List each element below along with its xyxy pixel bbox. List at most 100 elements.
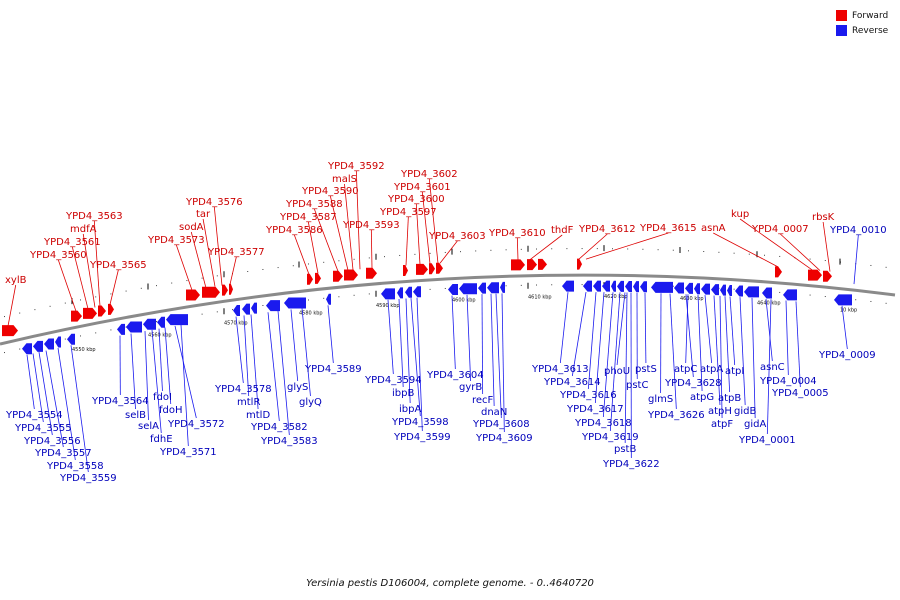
reverse-leader-line xyxy=(45,350,64,448)
scale-dot xyxy=(156,321,157,323)
reverse-leader-line xyxy=(180,324,189,447)
reverse-gene-label: glyQ xyxy=(299,397,322,408)
reverse-leader-line xyxy=(795,301,801,388)
scale-dot xyxy=(444,251,446,253)
forward-gene-arrow xyxy=(538,258,547,270)
forward-gene-arrow xyxy=(222,284,228,296)
forward-leader-line xyxy=(175,244,193,291)
reverse-gene-label: YPD4_3619 xyxy=(581,432,639,443)
scale-dot xyxy=(140,287,142,289)
scale-dot xyxy=(19,348,21,350)
reverse-leader-line xyxy=(38,352,53,436)
forward-gene-arrow xyxy=(429,263,435,275)
forward-gene-label: kup xyxy=(731,209,749,220)
reverse-leader-line xyxy=(277,310,290,436)
tick-label: 4630 kbp xyxy=(680,296,704,302)
scale-dot xyxy=(718,251,720,253)
scale-dot xyxy=(551,248,553,250)
reverse-gene-arrow xyxy=(674,282,684,294)
scale-dot xyxy=(885,302,887,304)
reverse-gene-label: YPD4_3617 xyxy=(566,404,624,415)
reverse-leader-line xyxy=(164,327,172,405)
scale-dot xyxy=(885,266,887,268)
reverse-gene-label: ibpB xyxy=(392,388,414,399)
reverse-leader-line xyxy=(853,234,859,285)
reverse-gene-label: YPD4_3578 xyxy=(214,384,272,395)
forward-gene-label: tar xyxy=(196,209,211,220)
reverse-gene-label: YPD4_3594 xyxy=(364,375,422,386)
forward-leader-line xyxy=(739,218,813,271)
forward-gene-arrow xyxy=(416,263,428,275)
forward-gene-label: YPD4_3597 xyxy=(379,207,437,218)
forward-gene-arrow xyxy=(83,307,97,319)
reverse-leader-line xyxy=(751,297,756,419)
forward-leader-line xyxy=(428,178,439,264)
scale-dot xyxy=(186,280,188,282)
forward-gene-label: YPD4_3603 xyxy=(428,231,486,242)
reverse-gene-label: YPD4_3628 xyxy=(664,378,722,389)
scale-dot xyxy=(627,248,629,250)
reverse-gene-arrow xyxy=(397,287,403,299)
forward-leader-line xyxy=(213,206,223,286)
reverse-leader-line xyxy=(70,345,89,473)
scale-dot xyxy=(414,253,416,255)
scale-dot xyxy=(277,267,279,269)
reverse-gene-arrow xyxy=(735,285,743,297)
reverse-leader-lines xyxy=(26,234,859,473)
tick-label: 10 kbp xyxy=(840,308,857,314)
scale-dot xyxy=(368,293,370,295)
scale-dot xyxy=(536,248,537,250)
reverse-gene-arrow xyxy=(500,281,505,293)
scale-dot xyxy=(672,249,674,251)
forward-genes xyxy=(2,258,832,337)
reverse-leader-line xyxy=(290,309,299,382)
reverse-leader-line xyxy=(785,300,789,376)
reverse-leader-line xyxy=(327,305,334,364)
tick-label: 4570 kbp xyxy=(224,320,248,326)
reverse-swatch xyxy=(836,25,847,36)
reverse-leader-line xyxy=(841,305,848,350)
forward-gene-labels: xylB YPD4_3560 YPD4_3561 mdfA YPD4_3563 YPD4_… xyxy=(5,161,835,286)
forward-leader-line xyxy=(307,221,319,274)
forward-leader-line xyxy=(109,269,119,305)
legend-reverse: Reverse xyxy=(836,23,888,38)
reverse-leader-line xyxy=(130,333,136,410)
forward-gene-arrow xyxy=(333,270,343,282)
scale-dot xyxy=(779,291,781,293)
scale-dot xyxy=(368,257,370,259)
genome-backbone xyxy=(0,273,896,346)
forward-gene-arrow xyxy=(403,264,408,276)
reverse-leader-line xyxy=(398,298,404,388)
scale-dot xyxy=(110,329,112,331)
reverse-gene-label: YPD4_0005 xyxy=(771,388,829,399)
reverse-gene-label: fdhE xyxy=(150,434,173,445)
forward-gene-arrow xyxy=(527,259,537,271)
reverse-gene-label: YPD4_3599 xyxy=(393,432,451,443)
reverse-leader-line xyxy=(387,299,394,375)
reverse-gene-arrow xyxy=(562,280,574,292)
forward-leader-line xyxy=(82,233,96,308)
forward-leader-line xyxy=(405,216,409,266)
reverse-leader-line xyxy=(685,294,689,364)
reverse-gene-arrow xyxy=(602,280,610,292)
reverse-gene-label: YPD4_3608 xyxy=(472,419,530,430)
forward-gene-arrow xyxy=(186,289,200,301)
scale-dot xyxy=(520,248,522,250)
scale-dot xyxy=(490,249,492,251)
reverse-gene-label: YPD4_3614 xyxy=(543,377,601,388)
forward-leader-line xyxy=(439,240,458,264)
scale-dot xyxy=(4,316,5,318)
scale-dot xyxy=(216,311,218,313)
forward-leader-line xyxy=(529,234,563,260)
forward-leader-line xyxy=(93,220,101,307)
scale-dot xyxy=(688,250,689,252)
tick-label: 4610 kbp xyxy=(528,295,552,301)
forward-leader-line xyxy=(516,237,519,260)
forward-gene-label: YPD4_3593 xyxy=(342,220,400,231)
reverse-gene-label: atpF xyxy=(711,419,733,430)
reverse-leader-line xyxy=(158,328,163,392)
forward-leader-line xyxy=(822,221,831,272)
reverse-leader-line xyxy=(174,325,197,419)
forward-leader-line xyxy=(190,231,207,289)
reverse-leader-line xyxy=(739,297,746,406)
